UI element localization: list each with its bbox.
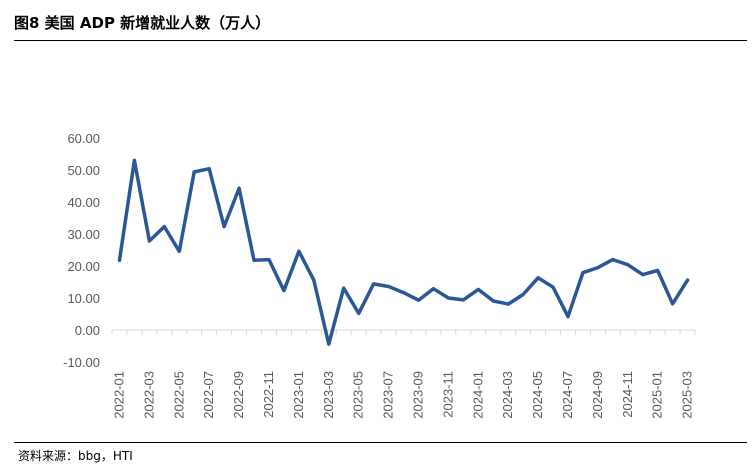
data-point [132,158,136,162]
data-point [222,225,226,229]
y-axis-labels: -10.00 0.00 10.00 20.00 30.00 40.00 50.00 60.00 [63,131,100,370]
data-point [267,258,271,262]
data-point [402,291,405,295]
data-point [312,278,316,282]
data-point [521,293,525,296]
x-tick-label: 2024-03 [500,371,515,419]
data-point [118,258,121,262]
data-point [446,296,450,300]
source-note: 资料来源：bbg，HTI [18,449,133,463]
data-point [686,278,690,282]
x-axis-labels: 2022-01 2022-03 2022-05 2022-07 2022-09 2022-… [111,371,694,419]
data-point [162,225,166,229]
data-point [207,167,211,171]
y-tick-label: 0.00 [75,323,100,338]
y-tick-label: -10.00 [63,355,100,370]
data-point [656,269,660,272]
source-rule [14,442,747,443]
x-tick-label: 2022-01 [111,371,126,419]
data-point [357,311,361,315]
x-tick-label: 2023-03 [321,371,336,419]
title-rule [14,40,747,41]
x-tick-label: 2024-01 [470,371,485,419]
y-tick-label: 60.00 [67,131,100,146]
x-tick-label: 2022-11 [261,371,276,418]
data-point [177,249,181,253]
data-point [282,289,286,293]
x-tick-label: 2023-09 [410,371,425,419]
data-point [297,249,301,253]
series-line [117,158,690,346]
data-point [237,186,241,190]
y-tick-label: 50.00 [67,163,100,178]
x-tick-label: 2022-09 [231,371,246,419]
figure-title: 图8 美国 ADP 新增就业人数（万人） [14,14,271,32]
data-point [192,170,196,174]
x-tick-label: 2023-05 [351,371,366,419]
data-point [611,258,615,262]
x-tick-label: 2024-09 [590,371,605,419]
x-tick-label: 2024-11 [620,371,635,418]
x-tick-label: 2022-03 [141,371,156,419]
x-tick-label: 2025-01 [650,371,665,419]
data-points [118,158,690,346]
data-point [372,282,376,286]
x-tick-label: 2023-01 [291,371,306,419]
x-tick-label: 2025-03 [680,371,695,419]
x-tick-label: 2024-07 [560,371,575,419]
data-point [252,258,256,262]
data-point [417,298,420,302]
data-point [641,273,645,277]
data-point [566,315,570,319]
x-tick-label: 2023-11 [440,371,455,418]
y-tick-label: 20.00 [67,259,100,274]
data-point [491,299,495,303]
data-point [551,285,555,289]
data-point [431,287,435,291]
data-point [342,286,346,290]
data-point [327,342,331,346]
x-tick-label: 2022-07 [201,371,216,419]
x-axis-ticks [111,330,696,335]
data-point [626,263,630,267]
data-point [387,285,391,288]
data-point [147,239,151,243]
y-tick-label: 30.00 [67,227,100,242]
data-point [536,276,540,280]
data-point [476,287,480,291]
data-point [671,302,675,306]
x-tick-label: 2022-05 [171,371,186,419]
y-tick-label: 10.00 [67,291,100,306]
x-tick-label: 2023-07 [381,371,396,419]
data-point [596,266,600,270]
y-tick-label: 40.00 [67,195,100,210]
x-tick-label: 2024-05 [530,371,545,419]
data-point [506,302,510,306]
data-point [461,298,465,302]
data-point [581,271,585,275]
